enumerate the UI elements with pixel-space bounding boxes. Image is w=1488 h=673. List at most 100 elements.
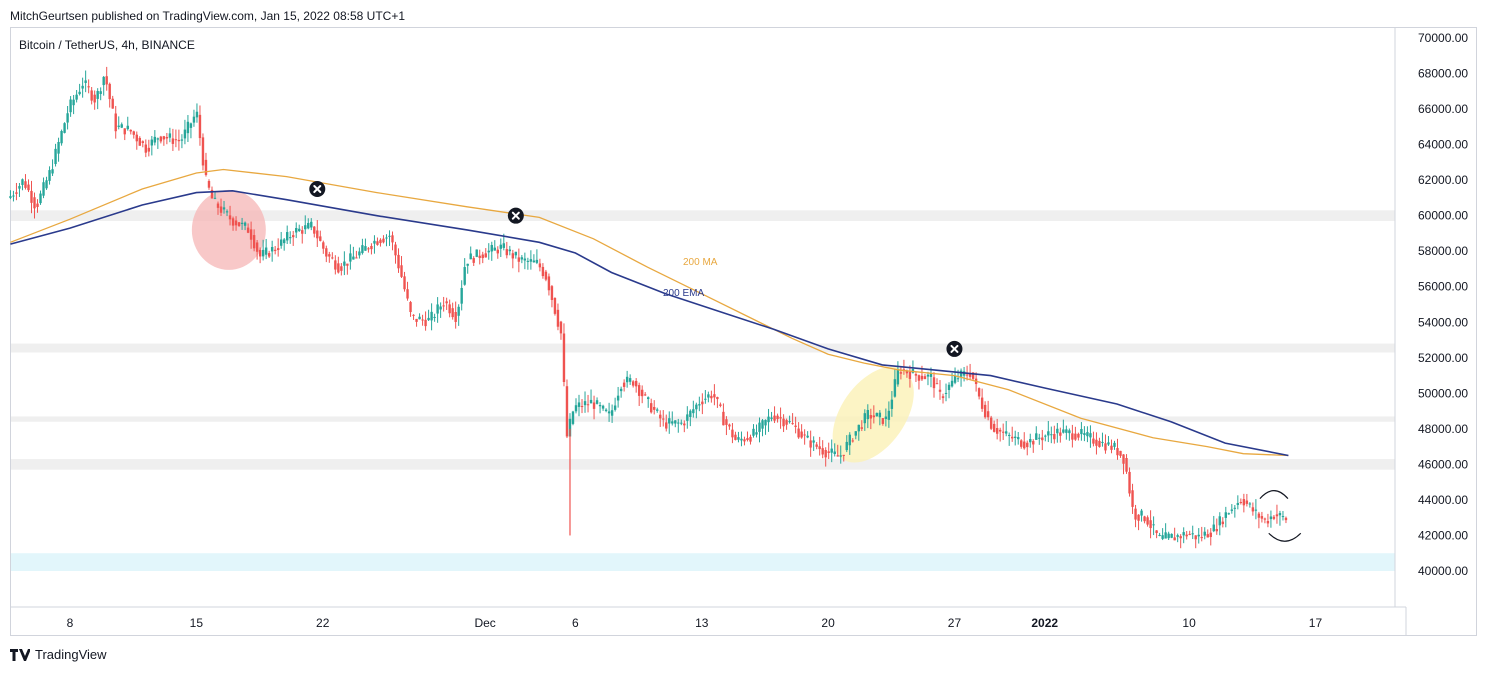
publisher-line: MitchGeurtsen published on TradingView.c… xyxy=(10,9,406,23)
candle-body xyxy=(881,418,885,424)
candle-body xyxy=(1122,454,1125,464)
tradingview-footer[interactable]: TradingView xyxy=(10,647,107,662)
candle-body xyxy=(767,416,770,423)
candle-body xyxy=(671,421,674,424)
candle-body xyxy=(616,395,620,401)
price-tick-label: 46000.00 xyxy=(1418,457,1468,471)
candle-body xyxy=(144,144,148,153)
candle-body xyxy=(99,91,102,94)
candle-body xyxy=(704,398,707,400)
candle-body xyxy=(746,438,749,440)
candle-body xyxy=(866,409,870,420)
candle-body xyxy=(1281,516,1285,518)
candle-body xyxy=(219,206,223,213)
candle-body xyxy=(105,76,108,85)
candle-body xyxy=(24,181,27,188)
candle-body xyxy=(1098,440,1101,447)
candle-body xyxy=(1224,512,1228,518)
candle-body xyxy=(884,416,888,420)
candle-body xyxy=(319,236,322,241)
candle-body xyxy=(1143,516,1146,522)
candle-body xyxy=(243,222,247,226)
candle-body xyxy=(647,397,650,400)
candle-body xyxy=(331,257,334,259)
candle-body xyxy=(695,404,698,410)
candle-body xyxy=(734,434,737,440)
candle-body xyxy=(487,250,490,253)
price-tick-label: 58000.00 xyxy=(1418,244,1468,258)
candle-body xyxy=(1272,516,1276,519)
candle-body xyxy=(683,423,686,426)
candle-body xyxy=(713,394,716,398)
candle-body xyxy=(370,245,373,250)
candle-body xyxy=(493,247,496,251)
candle-body xyxy=(1059,432,1062,436)
symbol-title: Bitcoin / TetherUS, 4h, BINANCE xyxy=(19,38,195,52)
candle-body xyxy=(69,99,72,113)
candle-body xyxy=(770,417,773,419)
time-tick-label: 27 xyxy=(948,616,962,630)
candle-body xyxy=(36,203,39,207)
candle-body xyxy=(851,440,854,442)
candle-body xyxy=(650,403,653,413)
candle-body xyxy=(995,428,999,434)
candle-body xyxy=(827,451,830,453)
candle-body xyxy=(499,244,502,249)
candle-body xyxy=(192,116,196,123)
candle-body xyxy=(406,289,409,299)
time-tick-label: 22 xyxy=(316,616,330,630)
candle-body xyxy=(1158,534,1161,536)
candle-body xyxy=(358,251,361,256)
candle-body xyxy=(833,451,836,455)
candle-body xyxy=(234,220,238,226)
candle-body xyxy=(1242,499,1246,506)
candle-body xyxy=(84,80,87,83)
candle-body xyxy=(1131,490,1134,507)
candle-body xyxy=(905,370,909,374)
time-tick-label: 2022 xyxy=(1031,616,1058,630)
zone-band xyxy=(11,459,1395,470)
candle-body xyxy=(511,253,515,259)
candle-body xyxy=(908,371,912,379)
candle-body xyxy=(574,405,578,412)
candle-body xyxy=(472,258,475,263)
candle-body xyxy=(914,374,918,376)
candle-body xyxy=(427,317,430,321)
candle-body xyxy=(165,136,169,139)
candle-body xyxy=(992,423,996,432)
candle-body xyxy=(761,420,764,429)
zone-band xyxy=(11,416,1395,422)
candle-body xyxy=(1275,514,1279,517)
candle-body xyxy=(923,376,927,380)
candle-body xyxy=(586,404,590,406)
candle-body xyxy=(806,435,809,438)
arc-top xyxy=(1259,490,1289,499)
candle-body xyxy=(117,125,120,127)
candle-body xyxy=(592,402,596,409)
candle-body xyxy=(977,388,981,397)
candle-body xyxy=(313,226,316,234)
candle-body xyxy=(860,427,863,429)
candle-body xyxy=(1134,508,1137,520)
candle-body xyxy=(1083,433,1086,436)
x-mark-icon xyxy=(309,181,326,198)
candle-body xyxy=(87,86,90,88)
candle-body xyxy=(1119,450,1122,456)
candle-body xyxy=(1004,431,1008,434)
candle-body xyxy=(1038,437,1041,439)
x-mark-cross xyxy=(950,344,959,353)
candle-body xyxy=(989,417,993,429)
candle-body xyxy=(1140,510,1143,516)
candle-body xyxy=(21,179,24,185)
candle-body xyxy=(216,203,220,208)
candle-body xyxy=(665,422,668,429)
candle-body xyxy=(773,415,776,421)
price-tick-label: 42000.00 xyxy=(1418,528,1468,542)
candle-body xyxy=(307,222,310,229)
candle-body xyxy=(1017,437,1020,440)
candle-body xyxy=(625,376,629,383)
candle-body xyxy=(1257,513,1261,518)
candle-body xyxy=(1170,533,1173,538)
candle-body xyxy=(108,83,111,100)
